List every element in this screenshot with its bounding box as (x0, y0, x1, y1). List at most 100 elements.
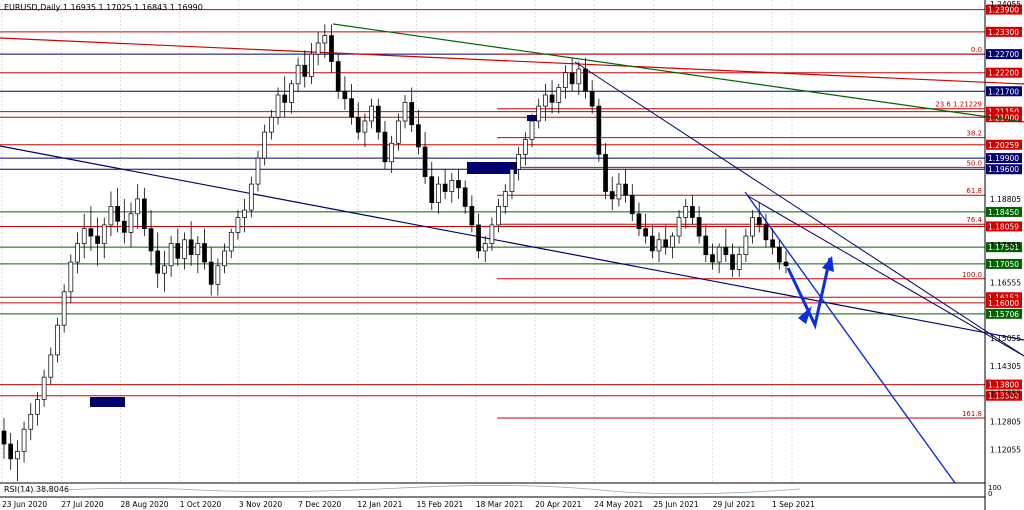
candle (182, 232, 187, 270)
price-level-tag (986, 49, 1022, 60)
price-level-tag (986, 86, 1022, 97)
candle (242, 198, 247, 233)
candle (28, 403, 34, 441)
candle (476, 213, 481, 259)
candle (88, 206, 94, 251)
candle (743, 228, 749, 263)
candle (95, 217, 100, 266)
candle (783, 250, 789, 274)
candle (676, 210, 682, 244)
candle (302, 50, 308, 88)
candle (81, 213, 87, 259)
x-tick-label: 23 Jun 2020 (2, 500, 47, 509)
candle (750, 210, 755, 244)
candle (429, 161, 435, 211)
candle (462, 180, 468, 214)
price-level-tag (986, 258, 1022, 269)
candle (289, 80, 294, 114)
candle (496, 198, 501, 233)
candle (262, 124, 268, 166)
fib-level-label: 50.0 (966, 159, 982, 167)
price-level-label: 1.18059 (988, 222, 1019, 231)
candle (763, 213, 769, 248)
red-trendline (0, 37, 1024, 85)
fib-level-label: 0.0 (971, 46, 982, 54)
forecast-path (786, 257, 832, 330)
price-level-tag (986, 26, 1022, 37)
candle (215, 258, 221, 296)
candle (536, 98, 542, 129)
candle (556, 83, 562, 114)
candle (128, 202, 134, 248)
price-level-tag (986, 106, 1022, 117)
x-tick-label: 25 Jun 2021 (654, 500, 699, 509)
candle (162, 250, 167, 292)
x-tick-label: 3 Nov 2020 (239, 500, 282, 509)
price-level-label: 1.23900 (988, 6, 1019, 15)
price-level-label: 1.21700 (988, 87, 1019, 96)
candle (436, 176, 441, 214)
candle (629, 184, 635, 222)
fibonacci-levels: 0.0 23.6 1.21229 38.2 50.0 61.8 76.4 100.0 161.… (497, 46, 985, 419)
candle (68, 254, 74, 303)
candle (649, 224, 655, 259)
candle (736, 247, 742, 277)
candle (489, 217, 495, 251)
candle (609, 176, 615, 211)
candle (529, 113, 535, 147)
y-tick-label: 1.14305 (990, 362, 1021, 371)
candle (710, 243, 715, 270)
rsi-line (19, 485, 801, 495)
candle (282, 76, 288, 118)
candle (188, 221, 194, 266)
x-tick-label: 1 Sep 2021 (772, 500, 815, 509)
y-tick-label: 1.17555 (990, 241, 1021, 250)
price-level-tag (986, 4, 1022, 15)
price-level-tag (986, 153, 1022, 164)
candle (663, 224, 669, 255)
price-level-tag (986, 242, 1022, 253)
candle (616, 172, 622, 207)
candle (723, 228, 729, 263)
candle (121, 198, 127, 244)
zone-boxes (90, 115, 541, 407)
candle (395, 113, 401, 151)
price-level-label: 1.15706 (988, 310, 1019, 319)
rsi-label: RSI(14) 38.8046 (4, 485, 69, 494)
price-level-label: 1.21150 (988, 108, 1019, 117)
candle (563, 65, 568, 99)
candle (322, 24, 328, 58)
fib-level-label: 100.0 (962, 271, 982, 279)
price-level-tag (986, 206, 1022, 217)
candle (115, 187, 120, 233)
candle (21, 421, 27, 463)
price-level-label: 1.22700 (988, 50, 1019, 59)
candle (335, 54, 341, 99)
time-axis: 23 Jun 2020 27 Jul 2020 28 Aug 2020 1 Oct 2… (2, 500, 815, 509)
candle (502, 184, 508, 214)
arrow-up-head (822, 256, 834, 272)
candle (596, 98, 602, 162)
demand-zone (90, 397, 125, 407)
candle (355, 102, 361, 140)
price-level-label: 1.23300 (988, 28, 1019, 37)
candle (469, 195, 475, 233)
candle (589, 80, 595, 114)
x-tick-label: 1 Oct 2020 (180, 500, 222, 509)
candle (315, 31, 321, 66)
candle (208, 247, 214, 296)
candle (155, 232, 161, 289)
candle (101, 217, 107, 259)
candle (8, 432, 14, 470)
candle (382, 120, 388, 170)
candle (522, 132, 528, 166)
price-level-label: 1.22200 (988, 69, 1019, 78)
y-tick-label: 1.16555 (990, 278, 1021, 287)
blue-upper-channel (747, 195, 1024, 357)
candle (35, 392, 40, 426)
fib-level-label: 61.8 (966, 187, 982, 195)
fib-level-label: 161.8 (962, 410, 982, 418)
candle (168, 236, 174, 277)
supply-zone-1 (467, 162, 517, 174)
trendlines (0, 23, 1024, 484)
